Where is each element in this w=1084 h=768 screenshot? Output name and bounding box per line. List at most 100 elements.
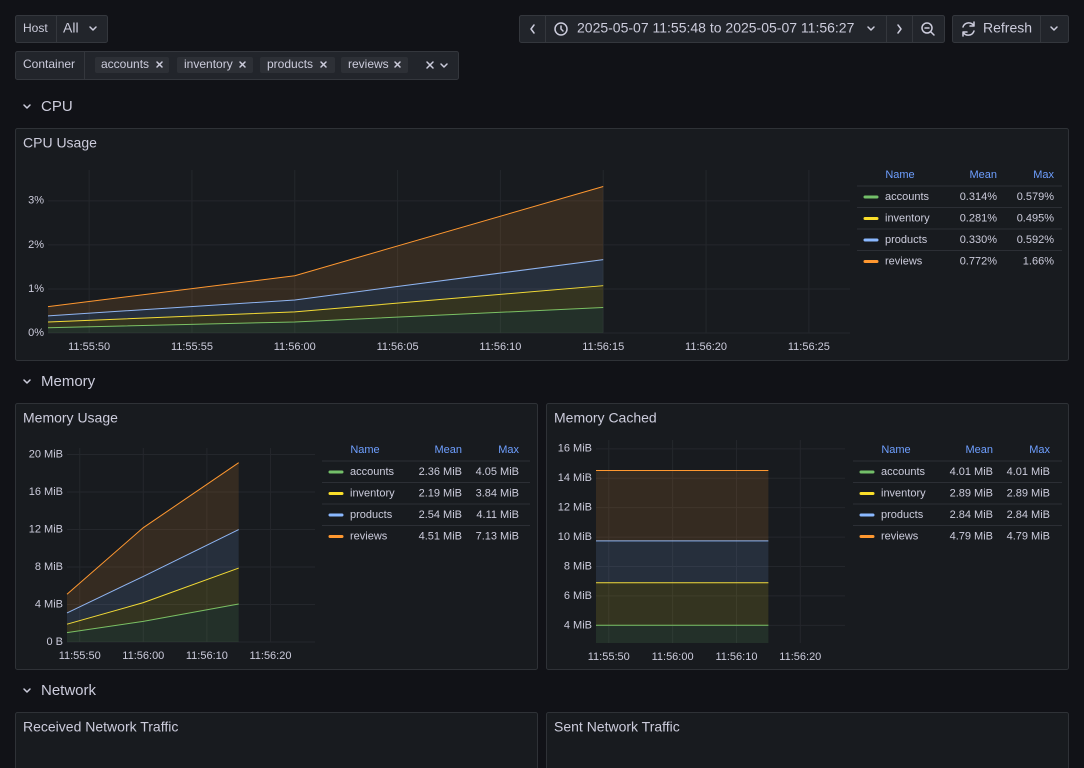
area-fill <box>48 285 604 328</box>
legend-name[interactable]: accounts <box>881 466 926 478</box>
panel-title[interactable]: Sent Network Traffic <box>554 719 680 735</box>
area-fill <box>67 568 239 633</box>
y-tick-label: 10 MiB <box>558 531 592 543</box>
chip-remove[interactable] <box>156 61 163 68</box>
legend-name[interactable]: inventory <box>350 487 395 499</box>
legend-mean: 0.772% <box>960 255 998 267</box>
legend-name[interactable]: products <box>350 509 393 521</box>
area-fill <box>596 540 769 583</box>
chip-label: reviews <box>348 57 389 71</box>
panel-title[interactable]: Memory Usage <box>23 410 118 426</box>
row-title[interactable]: CPU <box>41 98 73 115</box>
area-fill <box>596 470 769 541</box>
chevron-icon[interactable] <box>89 26 97 31</box>
chevron-icon[interactable] <box>867 26 875 31</box>
collapse-icon[interactable] <box>23 379 31 384</box>
panel-title[interactable]: Memory Cached <box>554 410 657 426</box>
host-label: Host <box>23 21 48 35</box>
legend-header: Name <box>350 444 379 456</box>
area-fill <box>67 529 239 625</box>
chevron-icon[interactable] <box>440 63 448 68</box>
area-fill <box>48 307 604 333</box>
y-tick-label: 0% <box>28 327 44 339</box>
legend-mean: 2.84 MiB <box>950 509 993 521</box>
legend-mean: 0.330% <box>960 234 998 246</box>
legend-name[interactable]: reviews <box>350 530 388 542</box>
y-tick-label: 3% <box>28 195 44 207</box>
series-line <box>47 185 604 308</box>
chip-remove[interactable] <box>320 61 327 68</box>
container-label: Container <box>23 57 75 71</box>
area-fill <box>67 604 239 642</box>
refresh-picker[interactable] <box>952 15 1069 43</box>
chip <box>341 57 408 73</box>
chevron-icon[interactable] <box>1050 26 1058 31</box>
legend-mean: 2.19 MiB <box>419 487 462 499</box>
y-tick-label: 2% <box>28 239 44 251</box>
y-tick-label: 1% <box>28 283 44 295</box>
y-tick-label: 4 MiB <box>564 619 592 631</box>
panel-title[interactable]: CPU Usage <box>23 135 97 151</box>
legend-header: Mean <box>965 444 993 456</box>
clear-icon[interactable] <box>426 61 434 69</box>
host-picker[interactable] <box>15 15 108 43</box>
legend-name[interactable]: inventory <box>881 487 926 499</box>
time-picker[interactable] <box>519 15 945 43</box>
legend-max: 0.579% <box>1017 191 1055 203</box>
prev-button[interactable] <box>530 24 535 34</box>
legend-name[interactable]: accounts <box>885 191 930 203</box>
series-line <box>66 529 239 614</box>
area-fill <box>67 462 239 613</box>
panel <box>15 712 538 768</box>
next-button[interactable] <box>897 24 902 34</box>
row-title[interactable]: Network <box>41 682 97 699</box>
chip-remove[interactable] <box>239 61 246 68</box>
legend-name[interactable]: accounts <box>350 466 395 478</box>
area-fill <box>48 186 604 316</box>
legend-max: 4.01 MiB <box>1007 466 1050 478</box>
clock-hands <box>560 25 564 32</box>
x-tick-label: 11:56:00 <box>652 651 694 663</box>
panel-title[interactable]: Received Network Traffic <box>23 719 178 735</box>
legend-name[interactable]: products <box>881 509 924 521</box>
refresh-icon[interactable] <box>962 21 975 37</box>
chip <box>260 57 335 73</box>
row-title[interactable]: Memory <box>41 373 96 390</box>
legend-mean: 4.01 MiB <box>950 466 993 478</box>
legend-max: 2.84 MiB <box>1007 509 1050 521</box>
refresh-button[interactable]: Refresh <box>983 20 1032 36</box>
y-tick-label: 6 MiB <box>564 590 592 602</box>
panel <box>15 403 538 670</box>
host-value[interactable]: All <box>63 20 79 36</box>
x-tick-label: 11:55:50 <box>68 341 110 353</box>
x-tick-label: 11:56:05 <box>377 341 419 353</box>
x-tick-label: 11:55:50 <box>588 651 630 663</box>
x-tick-label: 11:56:25 <box>788 341 830 353</box>
legend-name[interactable]: reviews <box>885 255 923 267</box>
legend-name[interactable]: reviews <box>881 530 919 542</box>
legend-header: Name <box>881 444 910 456</box>
x-tick-label: 11:55:55 <box>171 341 213 353</box>
series-line <box>47 259 604 317</box>
series-line <box>66 462 239 595</box>
time-range[interactable]: 2025-05-07 11:55:48 to 2025-05-07 11:56:… <box>577 20 855 36</box>
x-tick-label: 11:56:00 <box>122 650 164 662</box>
y-tick-label: 0 B <box>46 636 63 648</box>
legend-max: 0.495% <box>1017 212 1055 224</box>
legend-name[interactable]: products <box>885 234 928 246</box>
y-tick-label: 14 MiB <box>558 472 592 484</box>
area-fill <box>596 582 769 626</box>
collapse-icon[interactable] <box>23 104 31 109</box>
zoom-out-icon[interactable] <box>921 22 933 34</box>
y-tick-label: 12 MiB <box>29 523 63 535</box>
x-tick-label: 11:56:00 <box>274 341 316 353</box>
chip-label: inventory <box>184 57 233 71</box>
legend-mean: 2.54 MiB <box>419 509 462 521</box>
chip-remove[interactable] <box>394 61 401 68</box>
legend-name[interactable]: inventory <box>885 212 930 224</box>
collapse-icon[interactable] <box>23 688 31 693</box>
legend-max: 3.84 MiB <box>476 487 519 499</box>
x-tick-label: 11:56:20 <box>685 341 727 353</box>
series-line <box>47 306 604 329</box>
legend-max: 4.79 MiB <box>1007 530 1050 542</box>
